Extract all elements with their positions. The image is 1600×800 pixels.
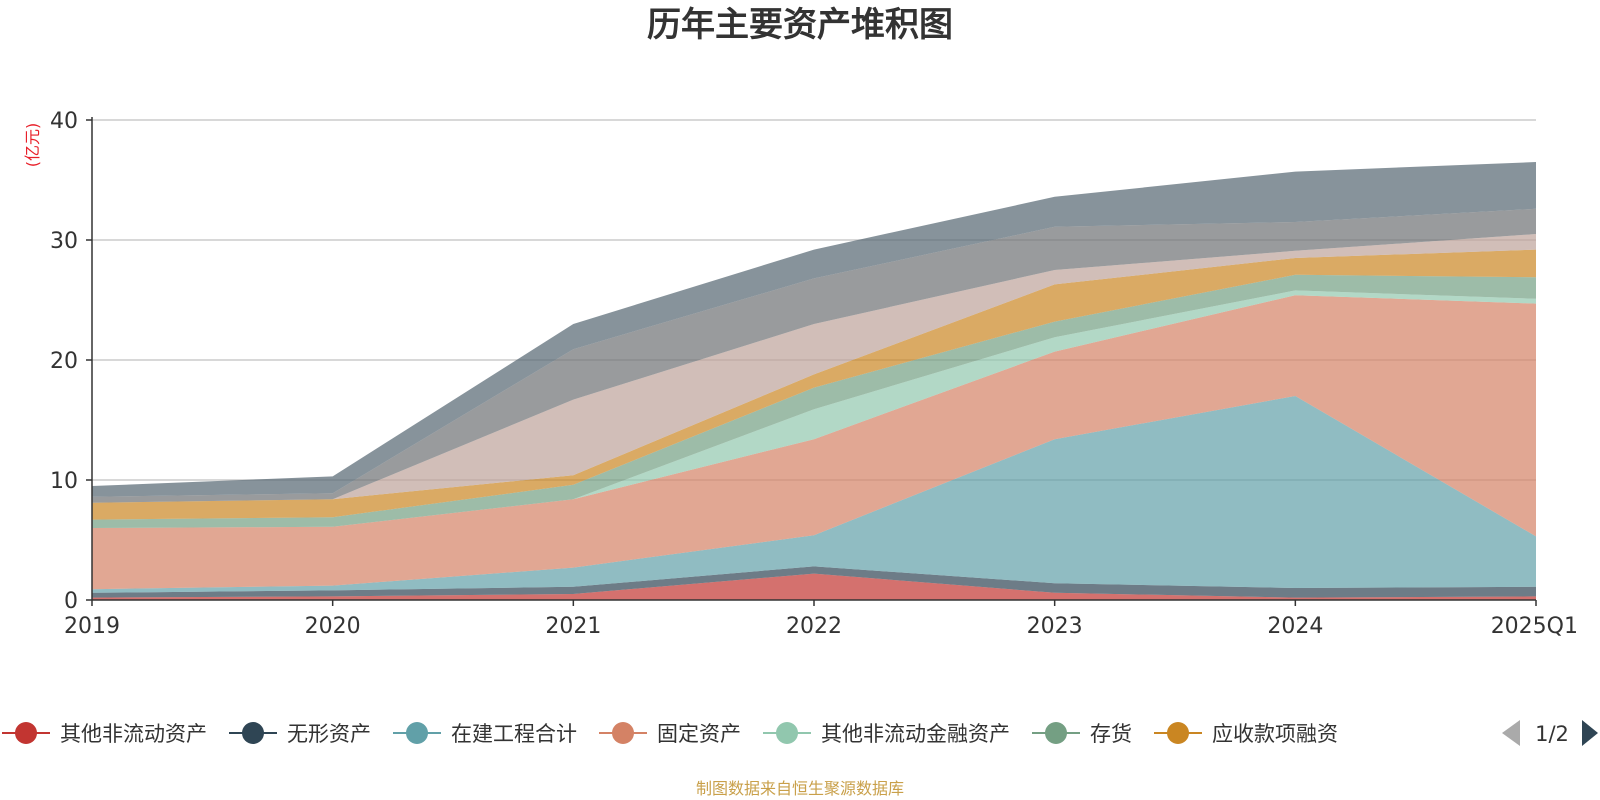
legend-prev-page-icon[interactable] — [1502, 720, 1520, 746]
area-series-3 — [92, 396, 1536, 593]
legend-page-indicator: 1/2 — [1535, 722, 1569, 746]
area-series-7 — [92, 249, 1536, 520]
y-tick-label: 30 — [50, 229, 78, 254]
x-tick-label: 2023 — [1027, 614, 1083, 639]
legend-next-page-icon[interactable] — [1582, 720, 1598, 746]
legend-label: 其他非流动资产 — [60, 722, 207, 746]
area-series-1 — [92, 573, 1536, 600]
x-tick-label: 2019 — [64, 614, 120, 639]
legend-label: 在建工程合计 — [451, 722, 577, 746]
x-tick-label: 2021 — [545, 614, 601, 639]
legend-label: 其他非流动金融资产 — [821, 722, 1010, 746]
area-series-6 — [92, 274, 1536, 528]
legend-item-6[interactable]: 存货 — [1032, 722, 1132, 746]
data-source-note: 制图数据来自恒生聚源数据库 — [696, 779, 904, 798]
x-tick-label: 2022 — [786, 614, 842, 639]
x-tick-label: 2024 — [1267, 614, 1323, 639]
area-series-4 — [92, 295, 1536, 590]
legend-item-2[interactable]: 无形资产 — [229, 722, 371, 746]
area-series-group — [92, 162, 1536, 600]
y-tick-label: 40 — [50, 109, 78, 134]
legend-marker-icon — [1167, 722, 1189, 744]
area-series-2 — [92, 566, 1536, 598]
legend-label: 应收款项融资 — [1212, 722, 1338, 746]
x-tick-label: 2025Q1 — [1491, 614, 1578, 639]
area-series-10 — [92, 162, 1536, 497]
chart-title: 历年主要资产堆积图 — [647, 5, 953, 45]
y-tick-label: 0 — [64, 589, 78, 614]
legend-marker-icon — [242, 722, 264, 744]
legend-marker-icon — [776, 722, 798, 744]
legend-label: 无形资产 — [287, 722, 371, 746]
legend: 其他非流动资产 无形资产 在建工程合计 固定资产 其他非流动金融资产 存货 应收款项融资 1/… — [2, 720, 1598, 746]
legend-item-4[interactable]: 固定资产 — [599, 722, 741, 746]
axes: 0 10 20 30 40 2019 2020 2021 2022 2023 2024 2025Q1 — [50, 109, 1578, 639]
y-tick-label: 20 — [50, 349, 78, 374]
y-tick-label: 10 — [50, 469, 78, 494]
legend-label: 存货 — [1090, 722, 1132, 746]
legend-item-7[interactable]: 应收款项融资 — [1154, 722, 1338, 746]
legend-label: 固定资产 — [657, 722, 741, 746]
legend-item-1[interactable]: 其他非流动资产 — [2, 722, 207, 746]
legend-item-3[interactable]: 在建工程合计 — [393, 722, 577, 746]
y-axis-unit: (亿元) — [23, 123, 42, 168]
area-series-9 — [92, 208, 1536, 503]
legend-item-5[interactable]: 其他非流动金融资产 — [763, 722, 1010, 746]
legend-marker-icon — [612, 722, 634, 744]
legend-marker-icon — [406, 722, 428, 744]
legend-marker-icon — [15, 722, 37, 744]
x-tick-label: 2020 — [305, 614, 361, 639]
legend-marker-icon — [1045, 722, 1067, 744]
area-series-8 — [92, 234, 1536, 503]
